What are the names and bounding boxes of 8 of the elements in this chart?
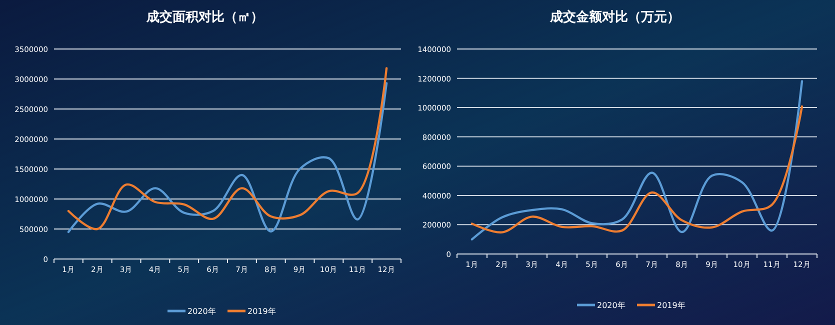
legend-label: 2019年 bbox=[248, 307, 276, 316]
legend-label: 2020年 bbox=[597, 301, 626, 310]
line-series bbox=[470, 80, 804, 240]
legend-label: 2020年 bbox=[188, 307, 216, 316]
chart-title: 成交面积对比（㎡） bbox=[146, 9, 264, 25]
chart-title: 成交金额对比（万元） bbox=[549, 9, 680, 25]
line-series bbox=[470, 105, 804, 234]
legend-label: 2019年 bbox=[657, 301, 686, 310]
